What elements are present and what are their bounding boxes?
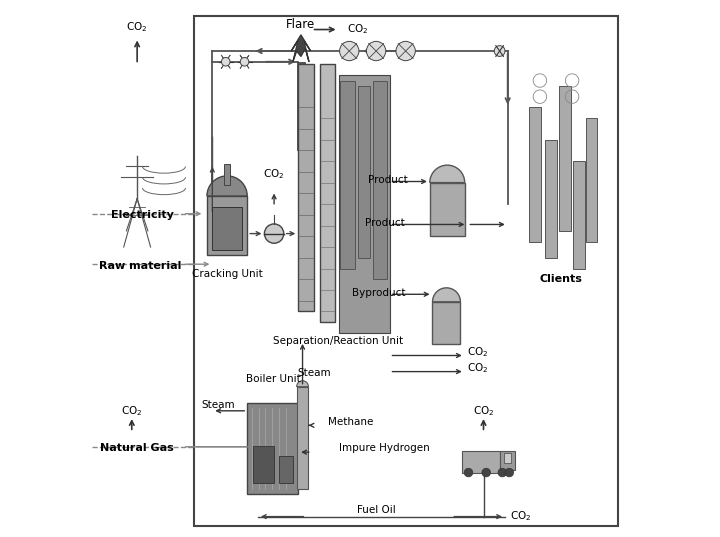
Text: Byproduct: Byproduct: [351, 288, 405, 297]
Bar: [338, 75, 390, 333]
Circle shape: [494, 46, 505, 56]
Circle shape: [498, 468, 507, 477]
Circle shape: [240, 57, 249, 66]
Bar: [247, 403, 298, 494]
Bar: [320, 64, 335, 322]
Circle shape: [464, 468, 473, 477]
Text: Boiler Unit: Boiler Unit: [246, 374, 300, 383]
Bar: [253, 446, 274, 483]
Wedge shape: [433, 288, 460, 302]
Bar: [194, 16, 618, 526]
Bar: [559, 86, 570, 231]
Text: CO$_2$: CO$_2$: [473, 404, 494, 418]
Text: CO$_2$: CO$_2$: [510, 510, 532, 524]
Text: CO$_2$: CO$_2$: [121, 404, 143, 418]
Bar: [433, 302, 460, 344]
Text: Steam: Steam: [202, 401, 235, 410]
Circle shape: [482, 468, 490, 477]
Text: CO$_2$: CO$_2$: [264, 168, 284, 182]
Text: Electricity: Electricity: [111, 210, 174, 220]
Text: Flare: Flare: [287, 18, 315, 31]
Bar: [462, 451, 500, 473]
Bar: [359, 86, 370, 258]
Circle shape: [396, 41, 415, 61]
Text: Fuel Oil: Fuel Oil: [356, 505, 395, 515]
Bar: [279, 456, 293, 483]
Text: CO$_2$: CO$_2$: [346, 23, 368, 37]
Polygon shape: [292, 35, 310, 62]
Circle shape: [340, 41, 359, 61]
Wedge shape: [430, 165, 464, 183]
Bar: [545, 140, 557, 258]
Bar: [430, 183, 464, 236]
Text: Product: Product: [365, 218, 405, 228]
Bar: [504, 453, 511, 463]
Text: Separation/Reaction Unit: Separation/Reaction Unit: [274, 336, 404, 346]
Bar: [298, 64, 315, 311]
Text: Natural Gas: Natural Gas: [100, 444, 174, 453]
Text: Cracking Unit: Cracking Unit: [192, 269, 263, 279]
Bar: [297, 387, 308, 489]
Text: Methane: Methane: [328, 417, 373, 426]
Text: Impure Hydrogen: Impure Hydrogen: [338, 444, 429, 453]
Text: Product: Product: [367, 175, 408, 185]
Bar: [500, 451, 515, 470]
Bar: [529, 107, 541, 242]
Bar: [224, 164, 230, 185]
Text: CO$_2$: CO$_2$: [127, 20, 148, 34]
Bar: [340, 81, 355, 268]
Wedge shape: [297, 381, 308, 387]
Bar: [212, 207, 242, 250]
Bar: [573, 161, 585, 268]
Text: CO$_2$: CO$_2$: [467, 345, 489, 359]
Bar: [207, 196, 247, 255]
Bar: [374, 81, 387, 279]
Text: CO$_2$: CO$_2$: [467, 361, 489, 375]
Text: Steam: Steam: [297, 368, 331, 378]
Circle shape: [505, 468, 513, 477]
Circle shape: [222, 57, 230, 66]
Bar: [585, 118, 598, 242]
Circle shape: [264, 224, 284, 243]
Text: Clients: Clients: [540, 274, 582, 284]
Circle shape: [366, 41, 386, 61]
Text: Raw material: Raw material: [99, 261, 181, 271]
Bar: [297, 62, 305, 150]
Wedge shape: [207, 176, 247, 196]
